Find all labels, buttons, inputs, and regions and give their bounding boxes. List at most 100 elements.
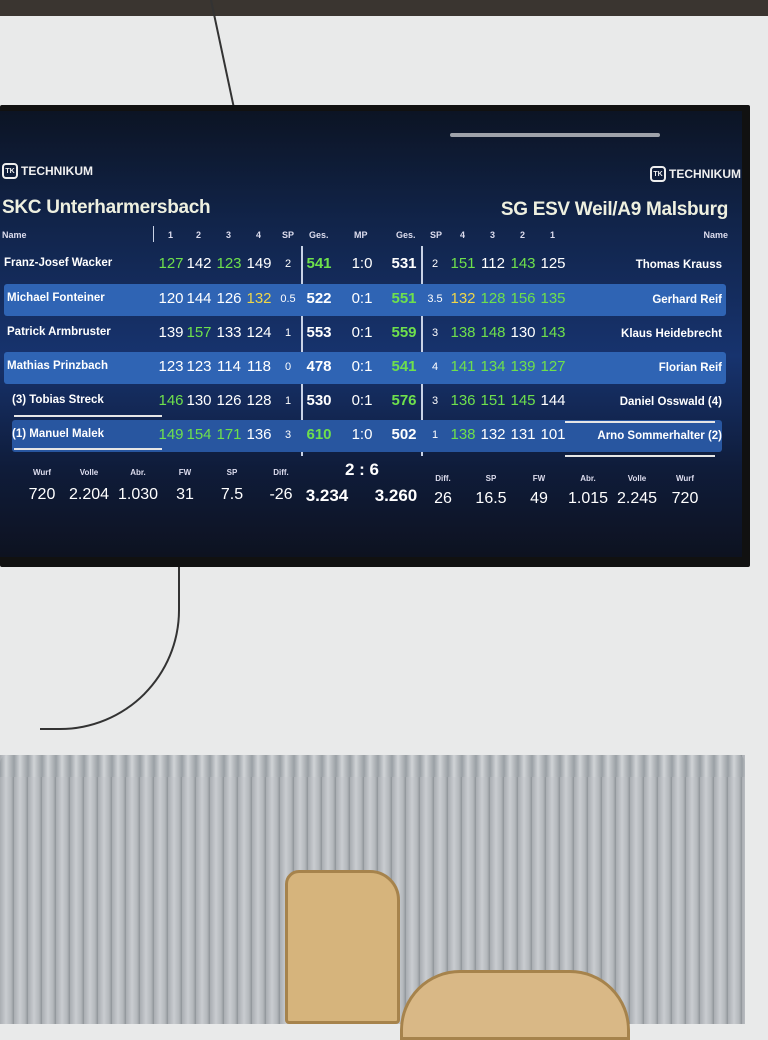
away-total: 551 (391, 290, 417, 307)
away-set-score: 138 (450, 324, 476, 341)
scoreboard-screen: TK TECHNIKUM TK TECHNIKUM SKC Unterharmers… (0, 111, 742, 557)
away-set-score: 132 (480, 426, 506, 443)
home-set-score: 149 (158, 426, 184, 443)
match-points: 0:1 (351, 290, 373, 307)
home-player-name: (3) Tobias Streck (12, 394, 104, 406)
home-total: 541 (306, 255, 332, 272)
away-set-score: 134 (480, 358, 506, 375)
home-set-score: 126 (216, 290, 242, 307)
home-header-name: Name (2, 230, 27, 240)
home-set-score: 136 (246, 426, 272, 443)
away-team-name: SG ESV Weil/A9 Malsburg (500, 199, 728, 220)
light-reflection (450, 133, 660, 137)
match-points: 0:1 (351, 358, 373, 375)
home-summary-label: Volle (79, 468, 99, 477)
logo-icon: TK (2, 163, 18, 179)
away-summary-value: 2.245 (616, 490, 658, 507)
away-sp: 3 (431, 327, 439, 339)
away-set-score: 131 (510, 426, 536, 443)
home-header-sp: SP (282, 230, 295, 240)
divider (153, 226, 154, 242)
home-summary-value: 2.204 (68, 486, 110, 503)
home-set-score: 126 (216, 392, 242, 409)
home-sp: 1 (284, 395, 292, 407)
ceiling (0, 0, 768, 16)
away-set-score: 151 (450, 255, 476, 272)
substitution-line (14, 448, 162, 450)
home-set-score: 142 (186, 255, 212, 272)
home-sp: 2 (284, 258, 292, 270)
away-player-name: Florian Reif (658, 362, 722, 374)
away-summary-label: Volle (627, 474, 647, 483)
home-player-name: Michael Fonteiner (7, 292, 105, 304)
row-highlight (4, 352, 726, 384)
away-total: 531 (391, 255, 417, 272)
home-set-score: 123 (186, 358, 212, 375)
home-set-score: 132 (246, 290, 272, 307)
substitution-line (565, 421, 715, 423)
home-set-score: 144 (186, 290, 212, 307)
away-sp: 4 (431, 361, 439, 373)
home-set-score: 123 (158, 358, 184, 375)
away-total: 576 (391, 392, 417, 409)
away-summary-value: 49 (530, 490, 548, 507)
away-total: 559 (391, 324, 417, 341)
away-set-score: 138 (450, 426, 476, 443)
substitution-line (14, 415, 162, 417)
away-header-set: 3 (490, 230, 496, 240)
away-set-score: 143 (540, 324, 566, 341)
away-set-score: 143 (510, 255, 536, 272)
home-summary-label: Abr. (130, 468, 146, 477)
divider (421, 246, 423, 456)
home-set-score: 149 (246, 255, 272, 272)
home-set-score: 157 (186, 324, 212, 341)
away-total: 541 (391, 358, 417, 375)
logo-icon: TK (650, 166, 666, 182)
away-player-name: Klaus Heidebrecht (621, 328, 722, 340)
logo-text: TECHNIKUM (21, 164, 93, 178)
power-cable (210, 0, 235, 108)
home-summary-value: 1.030 (117, 486, 159, 503)
away-set-score: 148 (480, 324, 506, 341)
away-summary-label: FW (532, 474, 546, 483)
away-grand-total: 3.260 (374, 486, 418, 505)
away-header-set: 4 (460, 230, 466, 240)
home-total: 530 (306, 392, 332, 409)
away-player-name: Thomas Krauss (635, 259, 722, 271)
row-highlight (12, 420, 722, 452)
away-set-score: 112 (481, 255, 505, 272)
match-points: 1:0 (351, 426, 373, 443)
away-sp: 3 (431, 395, 439, 407)
home-summary-label: FW (178, 468, 192, 477)
home-sp: 0 (284, 361, 292, 373)
home-header-set: 2 (196, 230, 202, 240)
home-total: 553 (306, 324, 332, 341)
away-set-score: 145 (510, 392, 536, 409)
away-total: 502 (391, 426, 417, 443)
away-set-score: 139 (510, 358, 536, 375)
away-player-name: Daniel Osswald (4) (619, 396, 722, 408)
match-score: 2 : 6 (345, 460, 380, 479)
away-set-score: 144 (540, 392, 566, 409)
home-set-score: 133 (216, 324, 242, 341)
away-sp: 2 (431, 258, 439, 270)
match-points: 0:1 (351, 392, 373, 409)
home-summary-value: 31 (176, 486, 194, 503)
away-sp: 1 (431, 429, 439, 441)
away-set-score: 136 (450, 392, 476, 409)
away-sp: 3.5 (427, 293, 443, 305)
away-set-score: 127 (540, 358, 566, 375)
home-header-total: Ges. (309, 230, 329, 240)
away-header-sp: SP (430, 230, 443, 240)
home-team-name: SKC Unterharmersbach (2, 197, 211, 218)
away-summary-label: SP (485, 474, 497, 483)
chair (400, 970, 630, 1040)
home-set-score: 118 (247, 358, 271, 375)
away-set-score: 141 (450, 358, 476, 375)
away-set-score: 135 (540, 290, 566, 307)
away-summary-value: 16.5 (475, 490, 507, 507)
home-set-score: 127 (158, 255, 184, 272)
home-set-score: 154 (186, 426, 212, 443)
mp-header: MP (354, 230, 368, 240)
home-total: 610 (306, 426, 332, 443)
